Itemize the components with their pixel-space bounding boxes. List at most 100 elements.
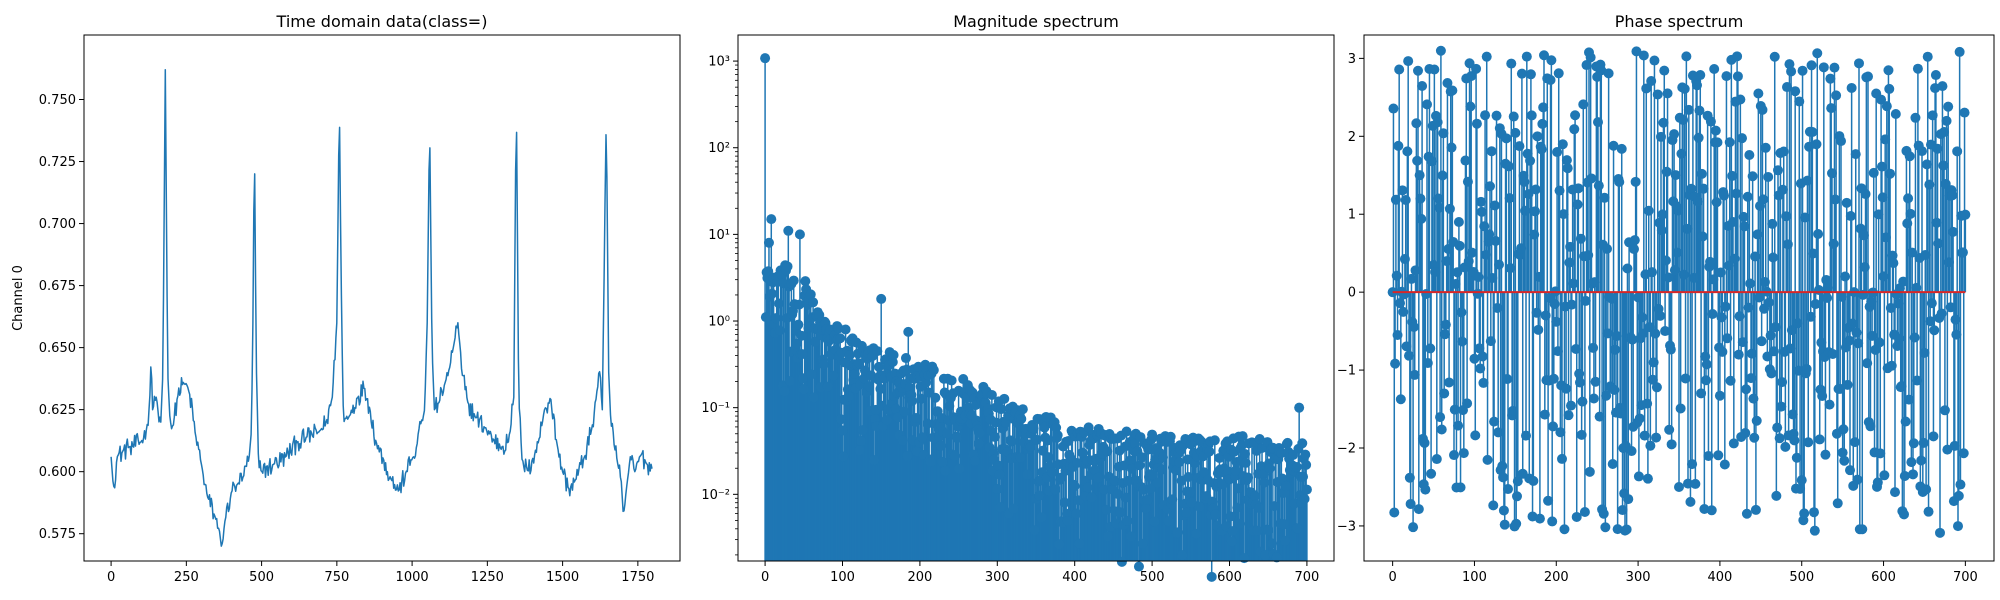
stem-marker [1031,434,1042,445]
stem-marker [1785,343,1796,354]
stem-marker [1614,176,1625,187]
x-tick-label: 700 [1294,570,1319,585]
stem-marker [1647,267,1657,278]
stem-marker [1225,511,1236,522]
stem-marker [1191,528,1202,539]
stem-marker [1430,267,1441,278]
stem-marker [1650,328,1661,339]
stem-marker [1486,146,1497,157]
stem-marker [1892,340,1903,351]
phase-spectrum-panel: Phase spectrum 0 100 200 300 400 500 600 700 −3 −2… [1337,12,1995,585]
stem-marker [1860,189,1871,200]
stem-marker [1728,216,1738,227]
stem-marker [1621,524,1632,535]
stem-marker [818,359,829,370]
stem-marker [1446,142,1457,153]
stem-marker [1759,276,1770,287]
stem-marker [1561,383,1572,394]
stem-marker [1409,369,1420,380]
stem-marker [999,393,1010,404]
stem-marker [873,361,884,372]
stem-marker [1633,292,1644,303]
stem-marker [1637,312,1648,323]
stem-marker [1530,184,1541,195]
stem-marker [1008,503,1019,514]
stem-marker [1626,446,1637,457]
stem-marker [1752,229,1763,240]
x-tick-label: 0 [761,570,769,585]
stem-marker [1692,196,1703,207]
stem-marker [1585,52,1596,63]
stem-marker [1746,348,1757,359]
stem-marker [1472,288,1483,299]
stem-marker [1015,452,1026,463]
stem-marker [1670,170,1681,181]
stem-marker [1900,416,1911,427]
stem-marker [797,349,808,360]
stem-marker [1950,314,1961,325]
stem-marker [1480,249,1491,260]
stem-marker [1594,411,1605,422]
stem-marker [1652,89,1663,100]
stem-marker [1873,209,1884,220]
stem-marker [1609,384,1620,395]
stem-marker [1795,483,1806,494]
stem-marker [1791,452,1802,463]
y-tick-label: 0 [1348,286,1356,301]
stem-marker [1606,293,1617,304]
stem-marker [1782,239,1793,250]
stem-marker [1519,176,1530,187]
stem-marker [1631,46,1642,57]
stem-marker [1217,479,1228,490]
stem-marker [1908,438,1919,449]
stem-marker [1489,416,1500,427]
stem-marker [1777,377,1788,388]
stem-marker [828,370,839,381]
stem-marker [1758,194,1769,205]
stem-marker [1753,88,1764,99]
stem-marker [1393,140,1404,151]
stem-marker [1954,46,1965,57]
stem-marker [1416,213,1427,224]
stem-marker [1436,424,1447,435]
stem-marker [1661,166,1672,177]
stem-marker [1574,368,1585,379]
stem-marker [1581,60,1592,71]
stem-marker [1237,431,1248,442]
stem-marker [1092,472,1103,483]
y-tick-label: 3 [1348,52,1356,67]
stem-marker [1588,393,1599,404]
stem-marker [1715,267,1726,278]
stem-marker [1453,216,1464,227]
stem-marker [1552,346,1563,357]
y-tick-label: −1 [1337,364,1356,379]
stem-marker [1464,58,1475,69]
stem-marker [1841,197,1852,208]
stem-marker [1147,429,1158,440]
stem-marker [1437,170,1448,181]
stem-marker [1502,374,1513,385]
stem-marker [1723,260,1734,271]
stem-marker [1717,346,1728,357]
stem-marker [1007,436,1018,447]
stem-marker [1916,455,1927,466]
stem-marker [1395,394,1406,405]
stem-marker [844,350,855,361]
stem-marker [1735,94,1746,105]
stem-marker [1724,137,1735,148]
stem-marker [1547,516,1558,527]
x-tick-label: 300 [985,570,1010,585]
stem-marker [1391,270,1402,281]
stem-marker [1687,459,1698,470]
stem-marker [857,425,868,436]
x-tick-label: 1250 [471,570,504,585]
stem-marker [1561,155,1572,166]
stem-marker [760,53,771,64]
stem-marker [1546,55,1557,66]
stem-marker [1449,404,1460,415]
stem-marker [1435,45,1446,56]
stem-marker [1912,63,1923,74]
stem-marker [1471,63,1482,74]
stem-marker [1701,375,1711,386]
stem-marker [1403,56,1414,67]
